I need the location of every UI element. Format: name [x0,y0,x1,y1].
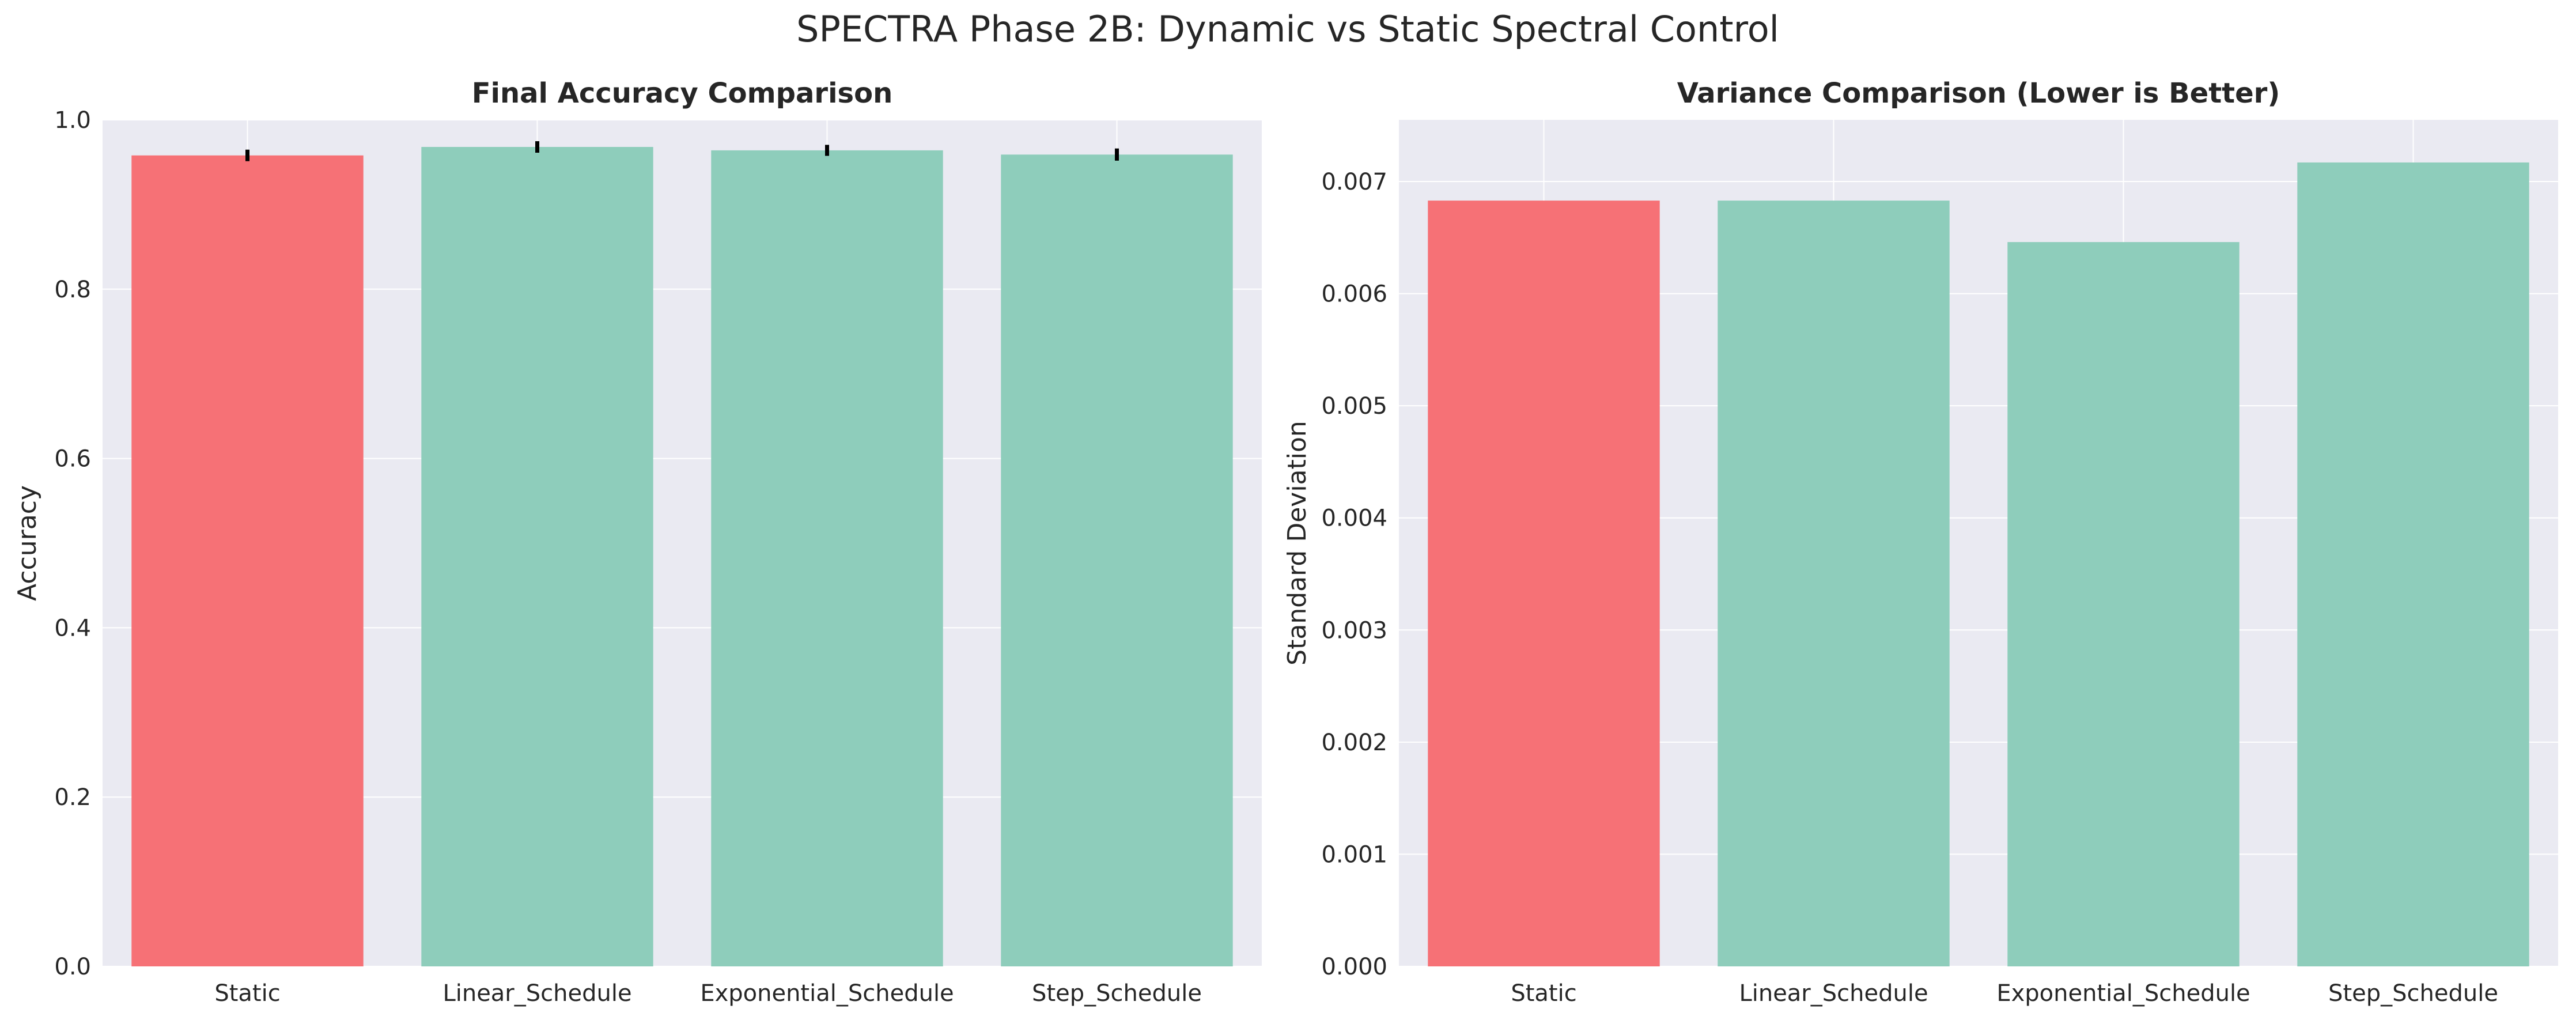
bar-static [1428,201,1660,966]
variance-x-ticks: Static Linear_Schedule Exponential_Schedul… [1511,980,2498,1007]
y-tick-label: 0.001 [1321,841,1387,868]
x-tick-label: Exponential_Schedule [700,980,954,1007]
accuracy-error-bars [245,141,1119,161]
bar-linear-schedule [1718,201,1950,966]
bar-step-schedule [1001,154,1233,966]
variance-bars [1428,162,2529,967]
accuracy-y-ticks: 0.0 0.2 0.4 0.6 0.8 1.0 [54,107,91,980]
y-tick-label: 0.6 [54,446,91,473]
bar-exponential-schedule [711,150,943,966]
bar-step-schedule [2297,162,2529,967]
y-tick-label: 0.0 [54,954,91,980]
variance-y-axis-label: Standard Deviation [1283,421,1312,666]
accuracy-bars [131,147,1233,966]
accuracy-x-ticks: Static Linear_Schedule Exponential_Schedul… [214,980,1202,1007]
y-tick-label: 0.007 [1321,169,1387,195]
variance-chart-title: Variance Comparison (Lower is Better) [1677,77,2280,109]
bar-linear-schedule [421,147,653,966]
bar-static [131,155,364,966]
accuracy-y-axis-label: Accuracy [13,485,42,601]
x-tick-label: Exponential_Schedule [1996,980,2250,1007]
x-tick-label: Step_Schedule [1032,980,1202,1007]
y-tick-label: 0.000 [1321,954,1387,980]
y-tick-label: 0.006 [1321,281,1387,308]
accuracy-chart: 0.0 0.2 0.4 0.6 0.8 1.0 Static Linear_Schedule… [13,77,1262,1007]
variance-y-ticks: 0.000 0.001 0.002 0.003 0.004 0.005 0.006 0.007 [1321,169,1387,980]
x-tick-label: Static [214,980,280,1007]
y-tick-label: 0.004 [1321,505,1387,532]
x-tick-label: Static [1511,980,1576,1007]
y-tick-label: 0.4 [54,615,91,641]
x-tick-label: Linear_Schedule [1739,980,1928,1007]
x-tick-label: Linear_Schedule [442,980,631,1007]
y-tick-label: 0.2 [54,784,91,811]
y-tick-label: 0.8 [54,277,91,303]
y-tick-label: 0.003 [1321,617,1387,644]
y-tick-label: 0.002 [1321,730,1387,756]
y-tick-label: 1.0 [54,107,91,134]
x-tick-label: Step_Schedule [2328,980,2498,1007]
figure-suptitle: SPECTRA Phase 2B: Dynamic vs Static Spec… [796,8,1779,50]
bar-exponential-schedule [2007,242,2240,966]
variance-chart: 0.000 0.001 0.002 0.003 0.004 0.005 0.006 0.007… [1283,77,2558,1007]
accuracy-chart-title: Final Accuracy Comparison [472,77,893,109]
y-tick-label: 0.005 [1321,393,1387,420]
